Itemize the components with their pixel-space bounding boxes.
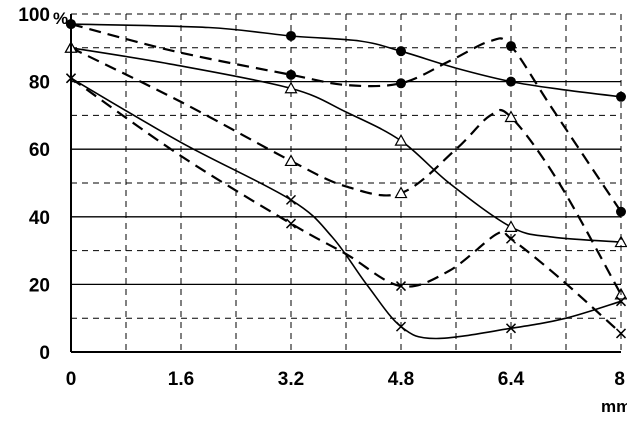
y-axis-unit: % [53, 9, 68, 28]
series-line-4 [70, 46, 622, 296]
y-tick-label: 20 [29, 275, 50, 296]
grid-lines [71, 14, 621, 352]
x-tick-label: 6.4 [498, 369, 525, 390]
y-tick-label: 80 [29, 73, 50, 94]
x-tick-label: 4.8 [388, 369, 414, 390]
data-point-dot [286, 30, 296, 41]
x-tick-label: 0 [66, 369, 77, 390]
y-tick-label: 0 [39, 343, 50, 364]
series-line-1 [70, 23, 622, 98]
data-point-cross [505, 233, 517, 244]
data-point-cross [395, 321, 407, 332]
data-point-cross [505, 323, 517, 334]
data-point-triangle [284, 154, 298, 167]
data-point-cross [285, 194, 297, 205]
data-point-dot [506, 76, 516, 87]
series-line-3 [70, 47, 622, 243]
x-axis-unit: mm [601, 397, 627, 416]
data-point-dot [286, 69, 296, 80]
data-point-dot [506, 41, 516, 52]
data-point-cross [285, 218, 297, 229]
series-line-6 [70, 77, 622, 335]
data-point-triangle [394, 186, 408, 199]
x-tick-label: 8 [614, 369, 625, 390]
y-tick-label: 60 [29, 140, 50, 161]
y-tick-label: 40 [29, 208, 50, 229]
series-line-5 [70, 77, 622, 340]
data-point-triangle [504, 220, 518, 232]
plot-frame [70, 13, 622, 353]
series-lines [70, 23, 622, 340]
data-point-dot [396, 46, 406, 57]
data-point-triangle [504, 110, 518, 123]
y-tick-label: 100 [18, 5, 50, 26]
data-point-dot [396, 78, 406, 89]
y-axis-tick-labels: 0 20 40 60 80 100 [18, 5, 50, 364]
x-tick-label: 3.2 [278, 369, 304, 390]
x-axis-tick-labels: 0 1.6 3.2 4.8 6.4 8 [66, 369, 625, 390]
data-point-dot [616, 206, 626, 217]
series-line-2 [70, 23, 622, 213]
data-point-triangle [284, 81, 298, 94]
data-point-cross [395, 281, 407, 292]
x-tick-label: 1.6 [168, 369, 194, 390]
data-point-triangle [394, 134, 408, 146]
